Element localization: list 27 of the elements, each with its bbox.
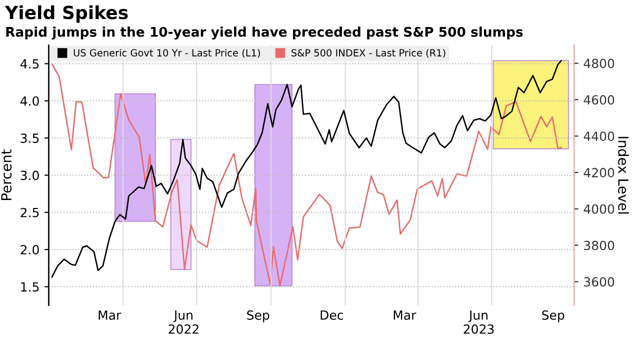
x-tick-label: Jun 2023 xyxy=(464,310,494,334)
legend-label: S&P 500 INDEX - Last Price (R1) xyxy=(292,48,446,58)
y2-tick-label: 4800 xyxy=(584,58,614,68)
y2-tick-label: 4000 xyxy=(584,204,614,214)
y-tick-label: 4.5 xyxy=(20,59,39,69)
y2-tick-label: 4200 xyxy=(584,168,614,178)
y2-axis-title: Index Level xyxy=(618,136,629,214)
y2-tick-label: 4400 xyxy=(584,132,614,141)
y2-tick-label: 4600 xyxy=(584,95,614,105)
x-tick-label: Sep xyxy=(542,310,564,322)
y-axis-title: Percent xyxy=(1,149,12,200)
x-tick-label: Dec xyxy=(320,310,343,320)
y-tick-label: 4.0 xyxy=(20,96,39,106)
x-tick-label: Sep xyxy=(247,310,270,322)
chart-subtitle: Rapid jumps in the 10-year yield have preceded past S&P 500 slumps xyxy=(6,26,523,40)
x-tick-label: Jun 2022 xyxy=(168,310,198,334)
legend-label: US Generic Govt 10 Yr - Last Price (L1) xyxy=(74,48,260,58)
x-tick-label: Mar xyxy=(98,310,122,320)
y-tick-label: 3.5 xyxy=(20,133,39,143)
y-tick-label: 2.5 xyxy=(20,208,39,218)
x-tick-label: Mar xyxy=(394,310,416,320)
y2-tick-label: 3800 xyxy=(584,240,614,250)
y-tick-label: 2.0 xyxy=(20,245,39,254)
y-tick-label: 1.5 xyxy=(21,282,39,292)
chart-title: Yield Spikes xyxy=(4,5,128,23)
y2-tick-label: 3600 xyxy=(584,277,614,287)
y-tick-label: 3.0 xyxy=(20,170,39,180)
